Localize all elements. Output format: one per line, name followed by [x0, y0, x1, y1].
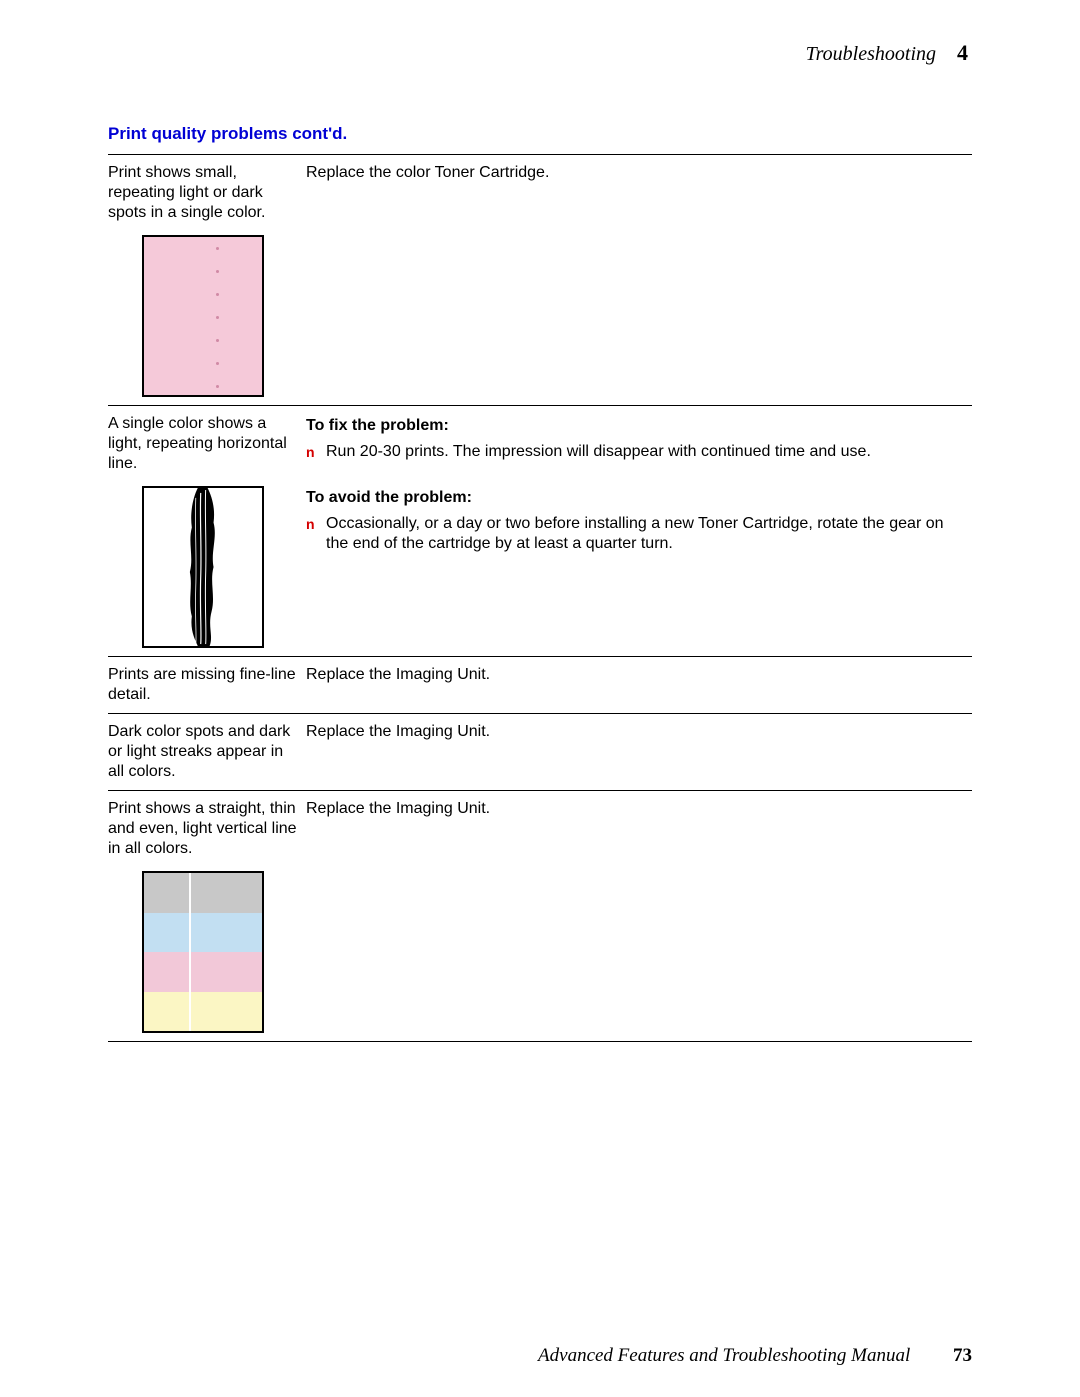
bullet-item: n Occasionally, or a day or two before i…	[306, 514, 966, 554]
bullet-text: Occasionally, or a day or two before ins…	[326, 514, 966, 554]
solution-text: Replace the Imaging Unit.	[306, 722, 966, 742]
solution-text: Replace the Imaging Unit.	[306, 665, 966, 685]
fix-heading: To fix the problem:	[306, 416, 966, 436]
header-chapter: 4	[957, 40, 968, 65]
table-row: A single color shows a light, repeating …	[108, 406, 972, 657]
table-row: Print shows small, repeating light or da…	[108, 155, 972, 406]
page-header: Troubleshooting 4	[108, 40, 972, 66]
figure-spots	[142, 235, 264, 397]
footer-title: Advanced Features and Troubleshooting Ma…	[538, 1345, 910, 1366]
vertical-line	[189, 873, 191, 1031]
bullet-text: Run 20-30 prints. The impression will di…	[326, 442, 966, 462]
bullet-marker: n	[306, 442, 316, 462]
footer-page-number: 73	[953, 1345, 972, 1366]
header-section: Troubleshooting	[806, 43, 936, 65]
table-row: Prints are missing fine-line detail. Rep…	[108, 657, 972, 714]
section-title: Print quality problems cont'd.	[108, 124, 972, 144]
streak-icon	[178, 488, 227, 646]
troubleshoot-table: Print shows small, repeating light or da…	[108, 154, 972, 1042]
solution-text: Replace the color Toner Cartridge.	[306, 163, 966, 183]
problem-text: Prints are missing fine-line detail.	[108, 665, 300, 705]
avoid-heading: To avoid the problem:	[306, 488, 966, 508]
figure-bands	[142, 871, 264, 1033]
problem-text: A single color shows a light, repeating …	[108, 414, 300, 474]
problem-text: Print shows a straight, thin and even, l…	[108, 799, 300, 859]
page-footer: Advanced Features and Troubleshooting Ma…	[538, 1345, 972, 1367]
bullet-item: n Run 20-30 prints. The impression will …	[306, 442, 966, 462]
table-row: Print shows a straight, thin and even, l…	[108, 791, 972, 1042]
problem-text: Dark color spots and dark or light strea…	[108, 722, 300, 782]
solution-text: Replace the Imaging Unit.	[306, 799, 966, 819]
figure-streak	[142, 486, 264, 648]
table-row: Dark color spots and dark or light strea…	[108, 714, 972, 791]
problem-text: Print shows small, repeating light or da…	[108, 163, 300, 223]
bullet-marker: n	[306, 514, 316, 554]
